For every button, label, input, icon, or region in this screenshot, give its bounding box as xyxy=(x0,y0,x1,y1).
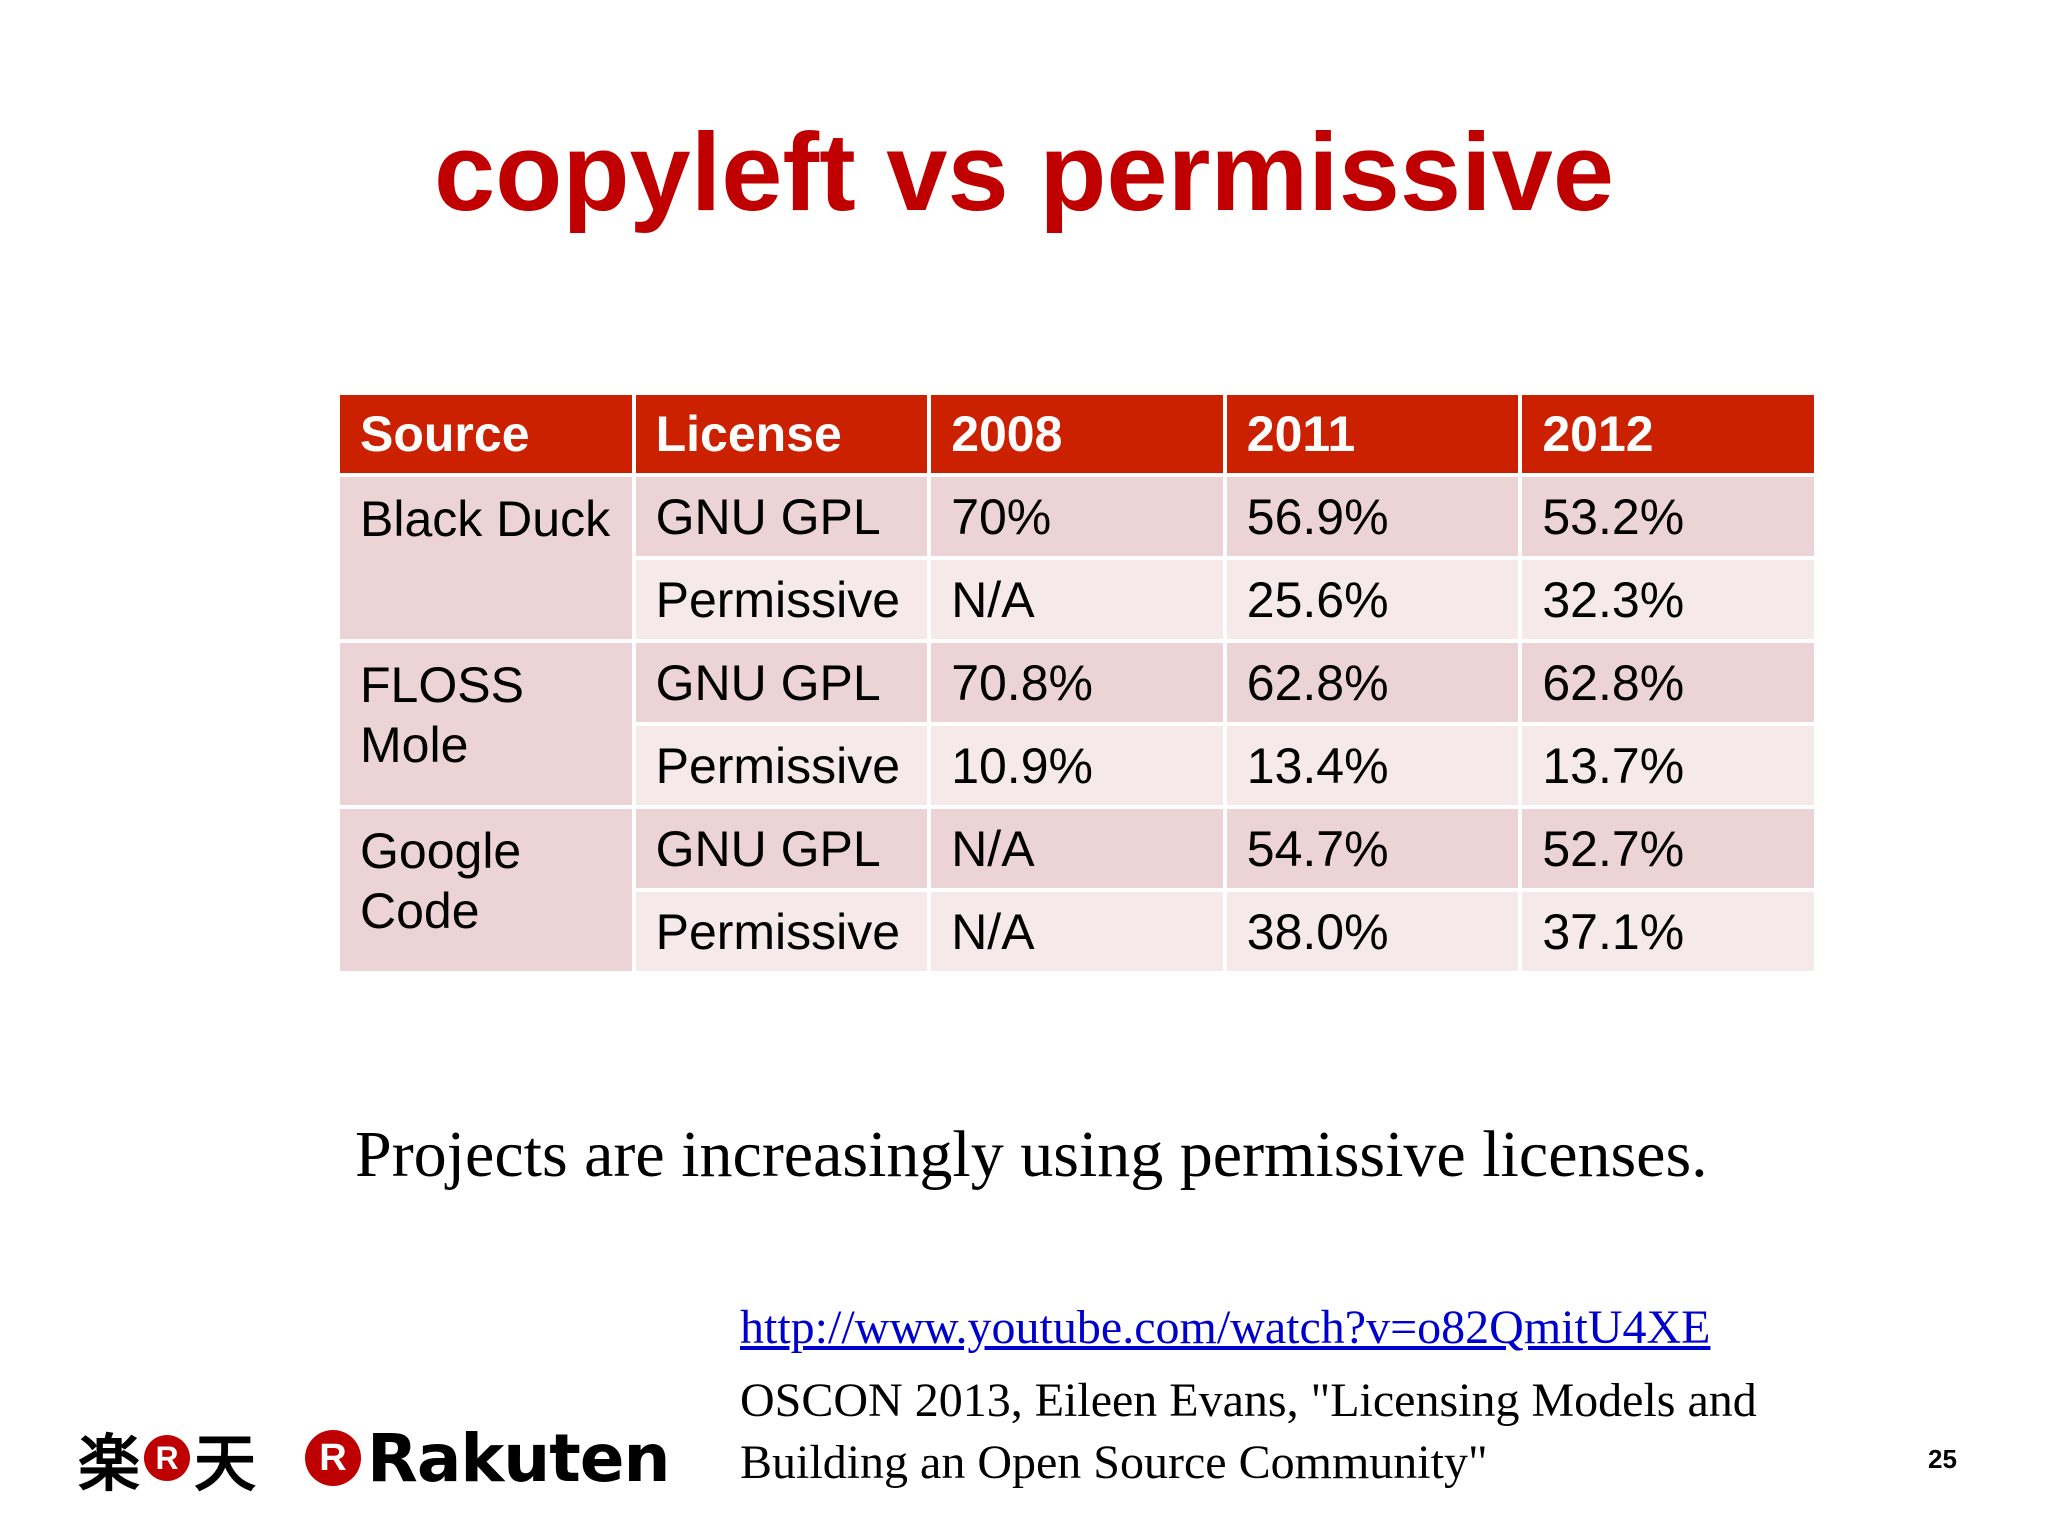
summary-note: Projects are increasingly using permissi… xyxy=(355,1118,1708,1191)
value-2011-cell: 38.0% xyxy=(1222,888,1523,975)
license-table-container: Source License 2008 2011 2012 Black Duck… xyxy=(336,395,1818,975)
header-2011: 2011 xyxy=(1222,395,1523,477)
table-row: Permissive 10.9% 13.4% 13.7% xyxy=(338,722,1818,809)
rakuten-wordmark: Rakuten xyxy=(367,1419,671,1497)
value-2008-cell: 70.8% xyxy=(927,639,1227,726)
value-2012-cell: 13.7% xyxy=(1518,722,1818,809)
table-row: Permissive N/A 38.0% 37.1% xyxy=(338,888,1818,975)
license-cell: GNU GPL xyxy=(631,805,932,892)
value-2008-cell: 70% xyxy=(927,473,1227,560)
value-2011-cell: 56.9% xyxy=(1222,473,1523,560)
value-2012-cell: 37.1% xyxy=(1518,888,1818,975)
kanji-ten: 天 xyxy=(194,1427,257,1500)
license-cell: Permissive xyxy=(631,888,932,975)
value-2011-cell: 62.8% xyxy=(1222,639,1523,726)
r-badge-icon: R xyxy=(305,1430,361,1486)
header-2008: 2008 xyxy=(927,395,1227,477)
license-cell: GNU GPL xyxy=(631,473,932,560)
value-2012-cell: 62.8% xyxy=(1518,639,1818,726)
value-2012-cell: 53.2% xyxy=(1518,473,1818,560)
value-2008-cell: N/A xyxy=(927,888,1227,975)
source-cell: Google Code xyxy=(336,805,636,975)
source-video-link[interactable]: http://www.youtube.com/watch?v=o82QmitU4… xyxy=(740,1301,1711,1354)
slide-title: copyleft vs permissive xyxy=(433,111,1615,234)
header-2012: 2012 xyxy=(1518,395,1818,477)
kanji-raku: 楽 xyxy=(78,1427,141,1500)
header-source: Source xyxy=(336,395,636,477)
table-header-row: Source License 2008 2011 2012 xyxy=(336,395,1818,477)
page-number: 25 xyxy=(1928,1444,1957,1474)
license-cell: Permissive xyxy=(631,556,932,643)
table-row: Google Code GNU GPL N/A 54.7% 52.7% xyxy=(336,805,1818,975)
source-cell: Black Duck xyxy=(336,473,636,643)
value-2008-cell: 10.9% xyxy=(927,722,1227,809)
value-2008-cell: N/A xyxy=(927,556,1227,643)
source-cell: FLOSS Mole xyxy=(336,639,636,809)
r-badge-icon: R xyxy=(144,1435,191,1481)
table-row: Black Duck GNU GPL 70% 56.9% 53.2% xyxy=(336,473,1818,643)
value-2011-cell: 13.4% xyxy=(1222,722,1523,809)
value-2012-cell: 32.3% xyxy=(1518,556,1818,643)
citation-text: OSCON 2013, Eileen Evans, "Licensing Mod… xyxy=(740,1374,1757,1489)
value-2011-cell: 25.6% xyxy=(1222,556,1523,643)
value-2012-cell: 52.7% xyxy=(1518,805,1818,892)
license-table: Source License 2008 2011 2012 Black Duck… xyxy=(336,395,1818,975)
table-row: Permissive N/A 25.6% 32.3% xyxy=(338,556,1818,643)
value-2008-cell: N/A xyxy=(927,805,1227,892)
table-row: FLOSS Mole GNU GPL 70.8% 62.8% 62.8% xyxy=(336,639,1818,809)
rakuten-kanji-logo: 楽 R 天 xyxy=(78,1418,256,1500)
license-cell: Permissive xyxy=(631,722,932,809)
rakuten-wordmark-logo: R Rakuten xyxy=(305,1418,671,1498)
license-cell: GNU GPL xyxy=(631,639,932,726)
value-2011-cell: 54.7% xyxy=(1222,805,1523,892)
header-license: License xyxy=(631,395,932,477)
